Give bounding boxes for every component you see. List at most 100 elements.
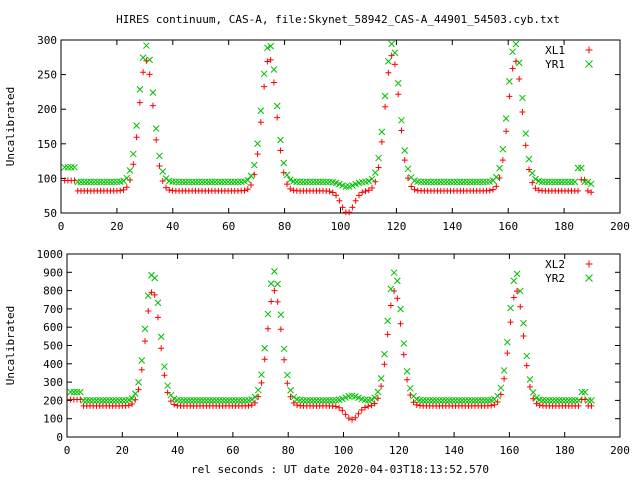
data-point [154,299,162,307]
data-point [368,175,376,183]
data-point [581,178,588,186]
data-point [254,386,262,394]
data-point [156,162,163,169]
data-point [541,178,549,186]
data-point [148,289,155,296]
data-point [192,178,199,186]
data-point [211,178,219,186]
data-point [158,345,165,352]
data-point [470,178,477,186]
data-point [84,178,91,186]
data-point [575,187,582,194]
data-point [387,302,394,309]
data-point [221,178,229,186]
data-point [257,107,265,115]
data-point [515,59,523,67]
data-point [126,167,134,174]
data-point [532,175,539,183]
data-point [398,127,405,134]
x-tick-label: 180 [554,220,574,233]
data-point [212,397,220,404]
data-point [274,298,281,305]
data-point [203,397,210,404]
y-axis-label: Uncalibrated [4,306,17,385]
data-point [523,362,530,369]
legend-label: XL1 [545,44,565,57]
data-point [473,178,481,186]
data-point [494,392,501,400]
data-point [143,42,150,49]
data-point [136,86,144,93]
data-point [153,136,160,143]
data-point [106,397,113,404]
x-tick-label: 120 [386,220,406,233]
data-point [261,83,268,90]
data-point [303,178,310,186]
data-point [532,185,539,192]
data-point [120,186,127,193]
data-point [196,397,204,404]
data-point [385,69,392,76]
data-point [578,388,586,396]
data-point [368,396,375,404]
data-point [151,291,158,298]
data-point [73,388,81,396]
data-point [133,134,140,141]
data-point [562,397,569,404]
legend-label: XL2 [545,258,565,271]
data-point [502,115,510,122]
data-point [326,188,333,195]
data-point [180,397,188,404]
data-point [336,404,343,411]
data-point [271,287,278,294]
data-point [525,166,532,173]
data-point [125,402,132,409]
data-point [575,397,582,404]
data-point [130,161,137,168]
data-point [436,397,443,404]
data-point [369,185,376,192]
data-point [261,344,269,352]
data-point [458,397,466,404]
data-point [103,178,111,186]
data-point [398,116,405,124]
data-point [257,119,264,126]
data-point [152,125,160,132]
data-point [497,384,505,392]
data-point [439,397,446,404]
data-point [280,159,288,167]
data-point [507,304,514,312]
data-point [503,128,510,135]
data-point [119,397,126,404]
data-point [333,192,340,199]
data-point [339,204,346,211]
data-point [568,397,576,404]
x-tick-label: 140 [444,444,464,457]
data-point [177,396,184,404]
data-point [342,183,350,190]
y-tick-label: 800 [43,285,63,298]
y-tick-label: 700 [43,303,63,316]
data-point [162,175,170,182]
data-point [552,397,560,404]
x-tick-label: 100 [334,444,354,457]
y-tick-label: 100 [43,413,63,426]
data-point [526,383,533,390]
data-point [342,411,349,418]
data-point [123,184,130,191]
y-tick-label: 200 [43,394,63,407]
data-point [533,400,540,407]
y-tick-label: 200 [37,103,57,116]
data-point [365,177,373,185]
data-point [584,178,592,186]
data-point [403,368,411,375]
data-point [496,164,503,172]
data-point [378,128,386,136]
y-tick-label: 500 [43,340,63,353]
data-point [378,138,385,145]
data-point [393,277,401,285]
data-point [161,363,168,370]
x-tick-label: 80 [278,220,291,233]
data-point [228,397,236,404]
data-point [117,187,124,194]
